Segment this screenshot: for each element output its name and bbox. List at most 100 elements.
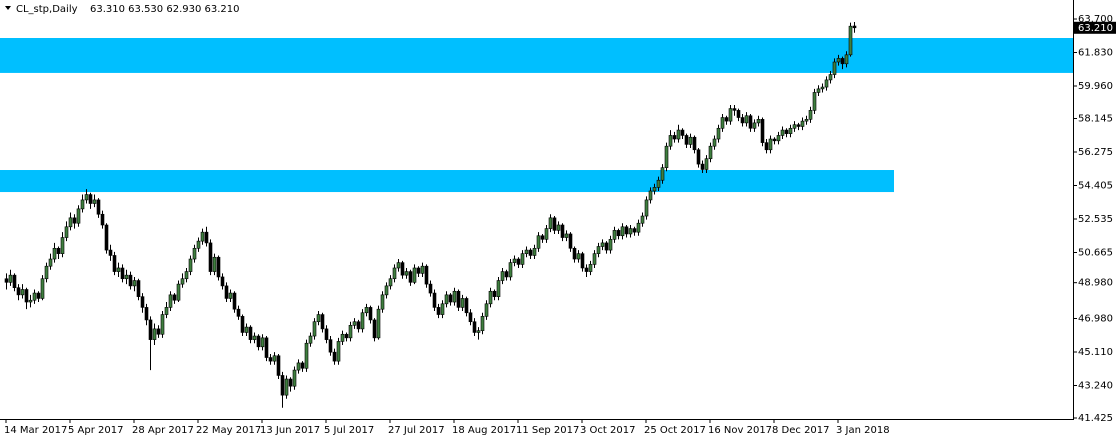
candle-body xyxy=(72,217,77,224)
candle-body xyxy=(84,194,89,201)
candle-body xyxy=(848,25,853,56)
candle-body xyxy=(672,135,677,140)
last-price-box xyxy=(1074,21,1116,34)
candle-body xyxy=(240,316,245,333)
candle-body xyxy=(52,247,57,260)
y-tick-label: 58.145 xyxy=(1078,114,1113,125)
candle-body xyxy=(268,357,273,362)
y-tick-label: 52.535 xyxy=(1078,214,1113,225)
candle-body xyxy=(224,285,229,299)
candle-body xyxy=(820,86,825,90)
candle-body xyxy=(16,287,21,296)
candle-body xyxy=(716,127,721,140)
candle-body xyxy=(420,265,425,274)
candle-body xyxy=(20,289,25,296)
candle-body xyxy=(468,312,473,323)
candle-body xyxy=(212,256,217,272)
candle-body xyxy=(584,267,589,272)
candle-body xyxy=(796,124,801,127)
candle-body xyxy=(12,274,17,288)
candle-body xyxy=(116,267,121,272)
zone xyxy=(0,170,894,193)
candle-body xyxy=(392,267,397,280)
candle-body xyxy=(428,283,433,294)
candle-body xyxy=(64,226,69,238)
candle-body xyxy=(440,303,445,315)
candle-body xyxy=(96,199,101,215)
candle-body xyxy=(524,249,529,254)
y-tick-label: 59.960 xyxy=(1078,81,1113,92)
candle-body xyxy=(412,267,417,283)
candle-body xyxy=(348,325,353,339)
x-tick-label: 3 Oct 2017 xyxy=(580,425,635,436)
candle-body xyxy=(532,247,537,256)
candle-body xyxy=(360,312,365,330)
candle-body xyxy=(540,235,545,240)
candle-body xyxy=(824,79,829,88)
candle-body xyxy=(744,115,749,124)
candle-body xyxy=(564,233,569,238)
candle-body xyxy=(692,136,697,151)
candle-body xyxy=(788,127,793,134)
x-tick-label: 27 Jul 2017 xyxy=(388,425,445,436)
candle-body xyxy=(816,88,821,93)
candle-body xyxy=(44,265,49,280)
candle-body xyxy=(484,303,489,317)
candle-body xyxy=(332,351,337,362)
y-tick-label: 50.665 xyxy=(1078,247,1113,258)
candle-body xyxy=(36,292,41,299)
candle-body xyxy=(32,292,37,301)
candle-body xyxy=(356,321,361,330)
candle-body xyxy=(600,242,605,247)
candle-body xyxy=(612,230,617,240)
candle-body xyxy=(676,129,681,140)
candle-body xyxy=(712,138,717,147)
candle-body xyxy=(324,328,329,340)
candle-body xyxy=(40,278,45,299)
candle-body xyxy=(444,294,449,305)
ohlc-values: 63.310 63.530 62.930 63.210 xyxy=(90,4,240,15)
candle-body xyxy=(632,228,637,233)
candle-body xyxy=(260,337,265,348)
candle-body xyxy=(572,247,577,260)
candle-body xyxy=(492,290,497,297)
candle-body xyxy=(720,117,725,129)
candle-body xyxy=(320,314,325,330)
candle-body xyxy=(232,292,237,310)
candle-body xyxy=(396,262,401,269)
candle-body xyxy=(560,224,565,238)
candle-body xyxy=(172,294,177,301)
candle-body xyxy=(556,224,561,231)
x-tick-label: 8 Dec 2017 xyxy=(772,425,830,436)
candle-body xyxy=(316,314,321,323)
candle-body xyxy=(384,285,389,296)
candle-body xyxy=(768,138,773,151)
candle-body xyxy=(400,262,405,276)
x-tick-label: 11 Sep 2017 xyxy=(516,425,579,436)
candle-body xyxy=(76,208,81,224)
y-tick-label: 41.425 xyxy=(1078,413,1113,424)
x-tick-label: 5 Jul 2017 xyxy=(324,425,374,436)
candle-body xyxy=(380,294,385,310)
candle-body xyxy=(732,108,737,111)
candle-body xyxy=(368,307,373,321)
candle-body xyxy=(728,108,733,122)
candle-body xyxy=(164,307,169,315)
candle-body xyxy=(136,280,141,297)
y-tick-label: 48.980 xyxy=(1078,278,1113,289)
candle-body xyxy=(500,271,505,281)
candle-body xyxy=(228,292,233,299)
candle-body xyxy=(568,233,573,249)
symbol: CL_stp,Daily xyxy=(16,4,78,15)
candle-body xyxy=(704,158,709,170)
candle-body xyxy=(684,135,689,145)
candle-body xyxy=(252,335,257,340)
x-tick-label: 22 May 2017 xyxy=(196,425,261,436)
candle-body xyxy=(740,117,745,124)
x-tick-label: 3 Jan 2018 xyxy=(836,425,890,436)
candle-body xyxy=(528,249,533,256)
candle-body xyxy=(748,115,753,129)
candle-body xyxy=(480,316,485,331)
candle-body xyxy=(112,255,117,272)
